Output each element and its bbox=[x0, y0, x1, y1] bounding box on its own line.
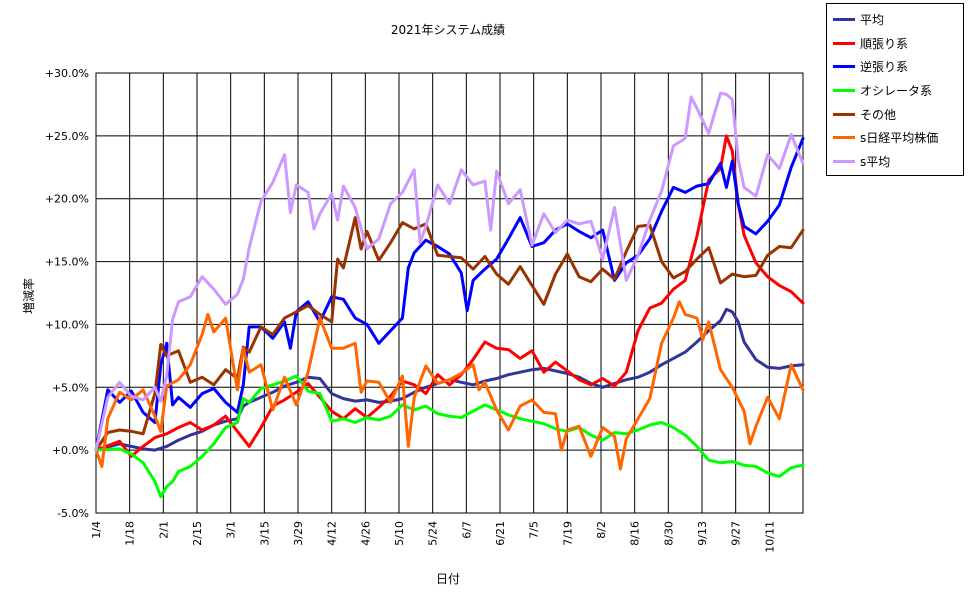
series-line-5 bbox=[94, 300, 805, 471]
grid-lines bbox=[95, 72, 803, 514]
legend-item-4: その他 bbox=[827, 102, 963, 126]
y-tick-label: +0.0% bbox=[52, 444, 89, 457]
x-axis-ticks: 1/4 1/18 2/1 2/15 3/1 3/15 3/29 4/12 4/26 5/10 5/2… bbox=[90, 521, 776, 553]
x-tick-label: 1/4 bbox=[90, 521, 103, 539]
x-tick-label: 8/16 bbox=[629, 521, 642, 546]
legend-swatch bbox=[833, 89, 855, 93]
legend-item-1: 順張り系 bbox=[827, 32, 963, 56]
legend: 平均順張り系逆張り系オシレータ系 その他 s日経平均株価 s平均 bbox=[826, 3, 964, 176]
x-tick-label: 4/26 bbox=[359, 521, 372, 546]
legend-item-2: 逆張り系 bbox=[827, 55, 963, 79]
x-tick-label: 9/27 bbox=[730, 521, 743, 546]
y-axis-ticks: +30.0% +25.0% +20.0% +15.0% +10.0% +5.0% +0.0%… bbox=[45, 67, 89, 520]
x-tick-label: 8/30 bbox=[662, 521, 675, 546]
y-tick-label: -5.0% bbox=[57, 507, 89, 520]
legend-label: 逆張り系 bbox=[860, 60, 909, 75]
x-tick-label: 3/29 bbox=[292, 521, 305, 546]
series-line-1 bbox=[94, 134, 805, 458]
y-axis-title: 増減率 bbox=[21, 278, 36, 314]
y-tick-label: +30.0% bbox=[45, 67, 89, 80]
y-tick-label: +25.0% bbox=[45, 130, 89, 143]
legend-label: s平均 bbox=[860, 154, 891, 169]
x-tick-label: 1/18 bbox=[124, 521, 137, 546]
x-tick-label: 5/24 bbox=[427, 521, 440, 546]
legend-label: s日経平均株価 bbox=[860, 131, 939, 146]
x-tick-label: 6/7 bbox=[460, 521, 473, 539]
legend-label: 順張り系 bbox=[860, 36, 909, 51]
x-tick-label: 5/10 bbox=[393, 521, 406, 546]
legend-swatch bbox=[833, 112, 855, 116]
x-tick-label: 2/15 bbox=[191, 521, 204, 546]
plot-frame bbox=[95, 72, 804, 514]
plot-area bbox=[95, 72, 804, 514]
series-line-6 bbox=[94, 91, 805, 452]
x-axis-title: 日付 bbox=[436, 572, 460, 586]
legend-label: オシレータ系 bbox=[860, 84, 933, 99]
legend-item-3: オシレータ系 bbox=[827, 79, 963, 103]
x-tick-label: 7/19 bbox=[561, 521, 574, 546]
x-tick-label: 2/1 bbox=[157, 521, 170, 539]
chart-title: 2021年システム成績 bbox=[391, 23, 505, 37]
legend-swatch bbox=[833, 18, 855, 22]
series-line-2 bbox=[94, 136, 805, 452]
legend-swatch bbox=[833, 65, 855, 69]
x-tick-label: 10/11 bbox=[763, 521, 776, 553]
y-tick-label: +20.0% bbox=[45, 193, 89, 206]
legend-label: その他 bbox=[860, 107, 897, 122]
y-tick-label: +15.0% bbox=[45, 256, 89, 269]
x-tick-label: 3/1 bbox=[225, 521, 238, 539]
series-lines bbox=[94, 91, 805, 499]
x-tick-label: 4/12 bbox=[326, 521, 339, 546]
legend-item-6: s平均 bbox=[827, 150, 963, 174]
y-tick-label: +5.0% bbox=[52, 381, 89, 394]
legend-label: 平均 bbox=[860, 13, 885, 28]
legend-item-5: s日経平均株価 bbox=[827, 126, 963, 150]
x-tick-label: 8/2 bbox=[595, 521, 608, 539]
x-tick-label: 6/21 bbox=[494, 521, 507, 546]
y-tick-label: +10.0% bbox=[45, 318, 89, 331]
x-tick-label: 7/5 bbox=[528, 521, 541, 539]
legend-swatch bbox=[833, 136, 855, 140]
legend-item-0: 平均 bbox=[827, 8, 963, 32]
legend-swatch bbox=[833, 159, 855, 163]
legend-swatch bbox=[833, 41, 855, 45]
series-line-3 bbox=[94, 374, 805, 499]
x-tick-label: 9/13 bbox=[696, 521, 709, 546]
x-tick-label: 3/15 bbox=[258, 521, 271, 546]
